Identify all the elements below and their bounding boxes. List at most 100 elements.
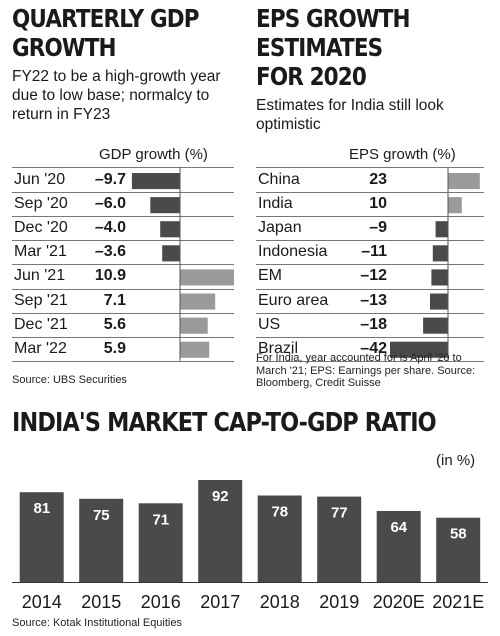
eps-subtitle: Estimates for India still look optimisti…	[256, 97, 444, 133]
eps-bar	[448, 197, 462, 214]
gdp-value-label: –9.7	[94, 171, 126, 188]
mcap-category-label: 2016	[141, 592, 181, 612]
gdp-bar	[180, 269, 234, 286]
gdp-category-label: Jun '20	[14, 171, 66, 188]
mcap-value-label: 64	[390, 519, 407, 536]
gdp-column-header: GDP growth (%)	[99, 146, 208, 163]
mcap-category-label: 2021E	[432, 592, 484, 612]
mcap-bar	[317, 496, 362, 582]
eps-value-label: –12	[360, 267, 387, 285]
eps-category-label: Japan	[258, 219, 302, 237]
mcap-title: INDIA'S MARKET CAP-TO-GDP RATIO	[12, 408, 437, 438]
mcap-value-label: 78	[271, 504, 288, 521]
gdp-row-rule	[12, 264, 234, 266]
eps-row-rule	[256, 240, 484, 242]
eps-row-rule	[256, 336, 484, 338]
gdp-value-label: 5.6	[103, 315, 126, 333]
gdp-row-rule	[12, 240, 234, 242]
mcap-bar	[79, 498, 124, 582]
eps-category-label: Euro area	[258, 291, 329, 309]
eps-value-label: –42	[360, 339, 387, 357]
gdp-value-label: –6.0	[94, 195, 126, 213]
eps-row-rule	[256, 216, 484, 218]
mcap-category-label: 2020E	[373, 592, 425, 612]
eps-row-rule	[256, 312, 484, 314]
eps-category-label: EM	[258, 267, 282, 285]
gdp-bar	[180, 341, 210, 358]
gdp-value-label: 7.1	[103, 291, 126, 309]
gdp-bar	[162, 245, 180, 262]
gdp-category-label: Dec '21	[14, 315, 68, 333]
eps-row-rule	[256, 264, 484, 266]
gdp-bar	[180, 293, 216, 310]
gdp-row-rule	[12, 288, 234, 290]
eps-title-line-3: FOR 2020	[256, 62, 367, 91]
eps-row-rule	[256, 192, 484, 194]
gdp-value-label: 10.9	[94, 267, 126, 285]
mcap-value-label: 58	[450, 526, 467, 543]
eps-value-label: 10	[369, 195, 387, 213]
gdp-bar	[180, 317, 208, 334]
mcap-value-label: 92	[212, 488, 229, 505]
gdp-value-label: –4.0	[94, 219, 126, 237]
gdp-row-rule	[12, 312, 234, 314]
mcap-category-label: 2018	[260, 592, 300, 612]
mcap-unit: (in %)	[436, 452, 476, 469]
gdp-source: Source: UBS Securities	[12, 374, 127, 386]
eps-category-label: Brazil	[258, 339, 299, 357]
gdp-row-rule	[12, 192, 234, 194]
eps-category-label: Indonesia	[258, 243, 328, 261]
gdp-row-rule	[12, 360, 234, 362]
gdp-row-rule	[12, 216, 234, 218]
eps-category-label: India	[258, 195, 293, 213]
mcap-category-label: 2019	[319, 592, 359, 612]
gdp-category-label: Sep '21	[14, 291, 68, 309]
eps-value-label: –13	[360, 291, 387, 309]
mcap-bar	[198, 480, 243, 582]
gdp-category-label: Mar '21	[14, 243, 67, 261]
eps-bar	[448, 173, 480, 190]
gdp-row-rule	[12, 336, 234, 338]
mcap-category-label: 2014	[22, 592, 62, 612]
mcap-value-label: 81	[33, 500, 50, 517]
gdp-category-label: Dec '20	[14, 219, 68, 237]
gdp-subtitle: FY22 to be a high-growth year due to low…	[12, 68, 221, 123]
gdp-category-label: Jun '21	[14, 267, 66, 285]
eps-title: EPS GROWTH ESTIMATES FOR 2020	[256, 4, 411, 91]
mcap-bar	[436, 517, 481, 582]
mcap-category-label: 2017	[200, 592, 240, 612]
eps-top-rule	[256, 167, 484, 168]
eps-value-label: 23	[369, 171, 387, 188]
eps-row-rule	[256, 288, 484, 290]
gdp-bar	[150, 197, 180, 214]
eps-bar	[432, 245, 448, 262]
mcap-value-label: 71	[152, 511, 169, 528]
eps-row-rule	[256, 360, 484, 362]
gdp-title: QUARTERLY GDP GROWTH	[12, 4, 200, 62]
gdp-title-line-1: QUARTERLY GDP	[12, 4, 200, 33]
eps-column-header: EPS growth (%)	[349, 146, 456, 163]
eps-bar	[431, 269, 448, 286]
mcap-bar	[257, 495, 302, 582]
gdp-top-rule	[12, 167, 234, 168]
gdp-category-label: Mar '22	[14, 339, 67, 357]
eps-bar	[423, 317, 448, 334]
mcap-category-label: 2015	[81, 592, 121, 612]
eps-value-label: –18	[360, 315, 387, 333]
gdp-bar	[131, 173, 180, 190]
eps-title-line-1: EPS GROWTH	[256, 4, 411, 33]
gdp-value-label: 5.9	[103, 339, 126, 357]
gdp-category-label: Sep '20	[14, 195, 68, 213]
gdp-title-line-2: GROWTH	[12, 33, 117, 62]
eps-category-label: US	[258, 315, 281, 333]
gdp-value-label: –3.6	[94, 243, 126, 261]
eps-note-text: For India, year accounted for is April '…	[256, 352, 462, 377]
gdp-bar	[160, 221, 180, 238]
eps-value-label: –9	[369, 219, 387, 237]
eps-source: Source: Bloomberg, Credit Suisse	[256, 364, 476, 390]
eps-category-label: China	[258, 171, 300, 188]
eps-bar	[435, 221, 448, 238]
eps-bar	[430, 293, 448, 310]
mcap-value-label: 75	[93, 507, 110, 524]
eps-note: For India, year accounted for is April '…	[256, 352, 492, 390]
